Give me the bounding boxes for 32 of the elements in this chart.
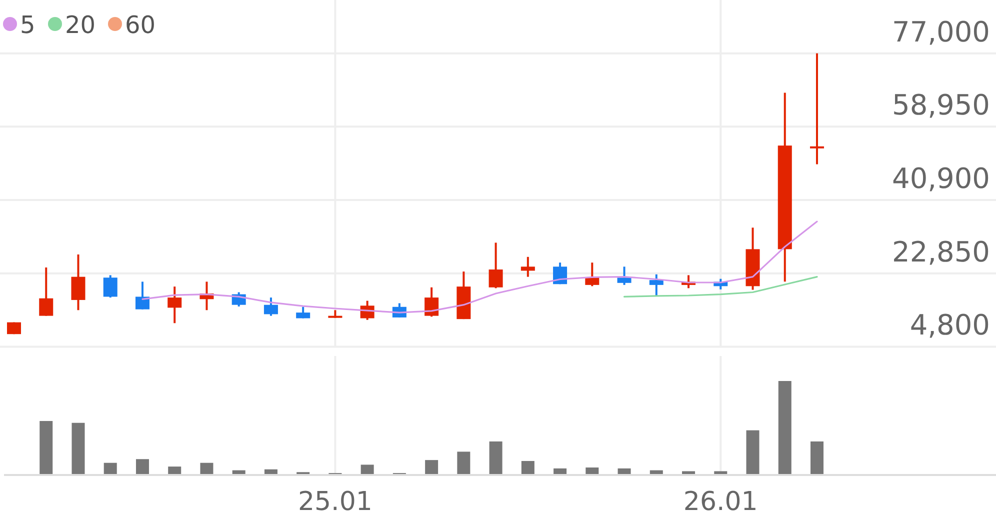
- bar: [264, 469, 278, 474]
- bar: [168, 466, 182, 474]
- bar: [778, 381, 792, 474]
- bar: [104, 462, 117, 474]
- bar: [232, 470, 246, 474]
- bar: [810, 441, 824, 474]
- legend-label: 60: [125, 11, 156, 39]
- bar: [714, 471, 728, 474]
- x-tick-label: 25.01: [298, 487, 372, 517]
- y-tick-label: 58,950: [892, 88, 990, 122]
- bar: [457, 452, 470, 474]
- legend-label: 20: [65, 11, 96, 39]
- bar: [136, 459, 149, 474]
- x-tick-label: 26.01: [683, 487, 758, 517]
- y-tick-label: 4,800: [910, 308, 990, 342]
- bar: [72, 422, 85, 474]
- bar: [200, 462, 214, 474]
- bar: [682, 471, 696, 474]
- bar: [746, 430, 760, 474]
- y-tick-label: 77,000: [892, 15, 990, 48]
- bar: [360, 464, 374, 474]
- bar: [521, 460, 534, 474]
- y-tick-label: 40,900: [892, 162, 990, 196]
- bar: [425, 460, 438, 474]
- bar: [586, 467, 599, 474]
- bar: [489, 441, 502, 474]
- y-tick-label: 22,850: [892, 235, 990, 268]
- bar: [618, 468, 631, 474]
- bar: [40, 420, 53, 474]
- bar: [650, 470, 663, 474]
- legend-label: 5: [20, 11, 36, 39]
- bar: [554, 468, 567, 474]
